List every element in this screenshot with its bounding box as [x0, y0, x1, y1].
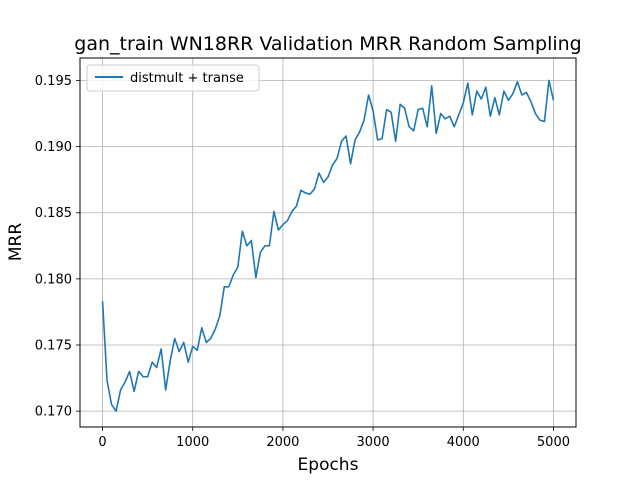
x-tick-label: 2000 — [266, 435, 299, 450]
legend-box — [86, 64, 260, 92]
x-axis-label: Epochs — [298, 455, 359, 475]
y-tick-label: 0.190 — [35, 140, 72, 155]
y-tick-label: 0.175 — [35, 339, 72, 354]
series-layer — [101, 79, 555, 412]
y-tick-label: 0.185 — [35, 206, 72, 221]
y-tick-label: 0.180 — [35, 272, 72, 287]
tick-layer: 0 1000 2000 3000 4000 5000 0.170 0.175 0.180 0.18… — [35, 74, 570, 450]
chart-title: gan_train WN18RR Validation MRR Random S… — [74, 33, 581, 55]
y-tick-label: 0.195 — [35, 74, 72, 89]
x-tick-label: 5000 — [537, 435, 570, 450]
y-axis-label: MRR — [6, 223, 26, 261]
x-tick-label: 4000 — [447, 435, 480, 450]
y-tick-label: 0.170 — [35, 405, 72, 420]
plot-area-frame — [79, 57, 577, 428]
grid-layer — [80, 58, 576, 427]
series-line — [101, 79, 555, 412]
x-tick-label: 3000 — [357, 435, 390, 450]
x-tick-label: 0 — [98, 435, 106, 450]
legend-entry-label: distmult + transe — [130, 71, 244, 86]
legend: distmult + transe — [86, 64, 260, 92]
x-tick-label: 1000 — [176, 435, 209, 450]
